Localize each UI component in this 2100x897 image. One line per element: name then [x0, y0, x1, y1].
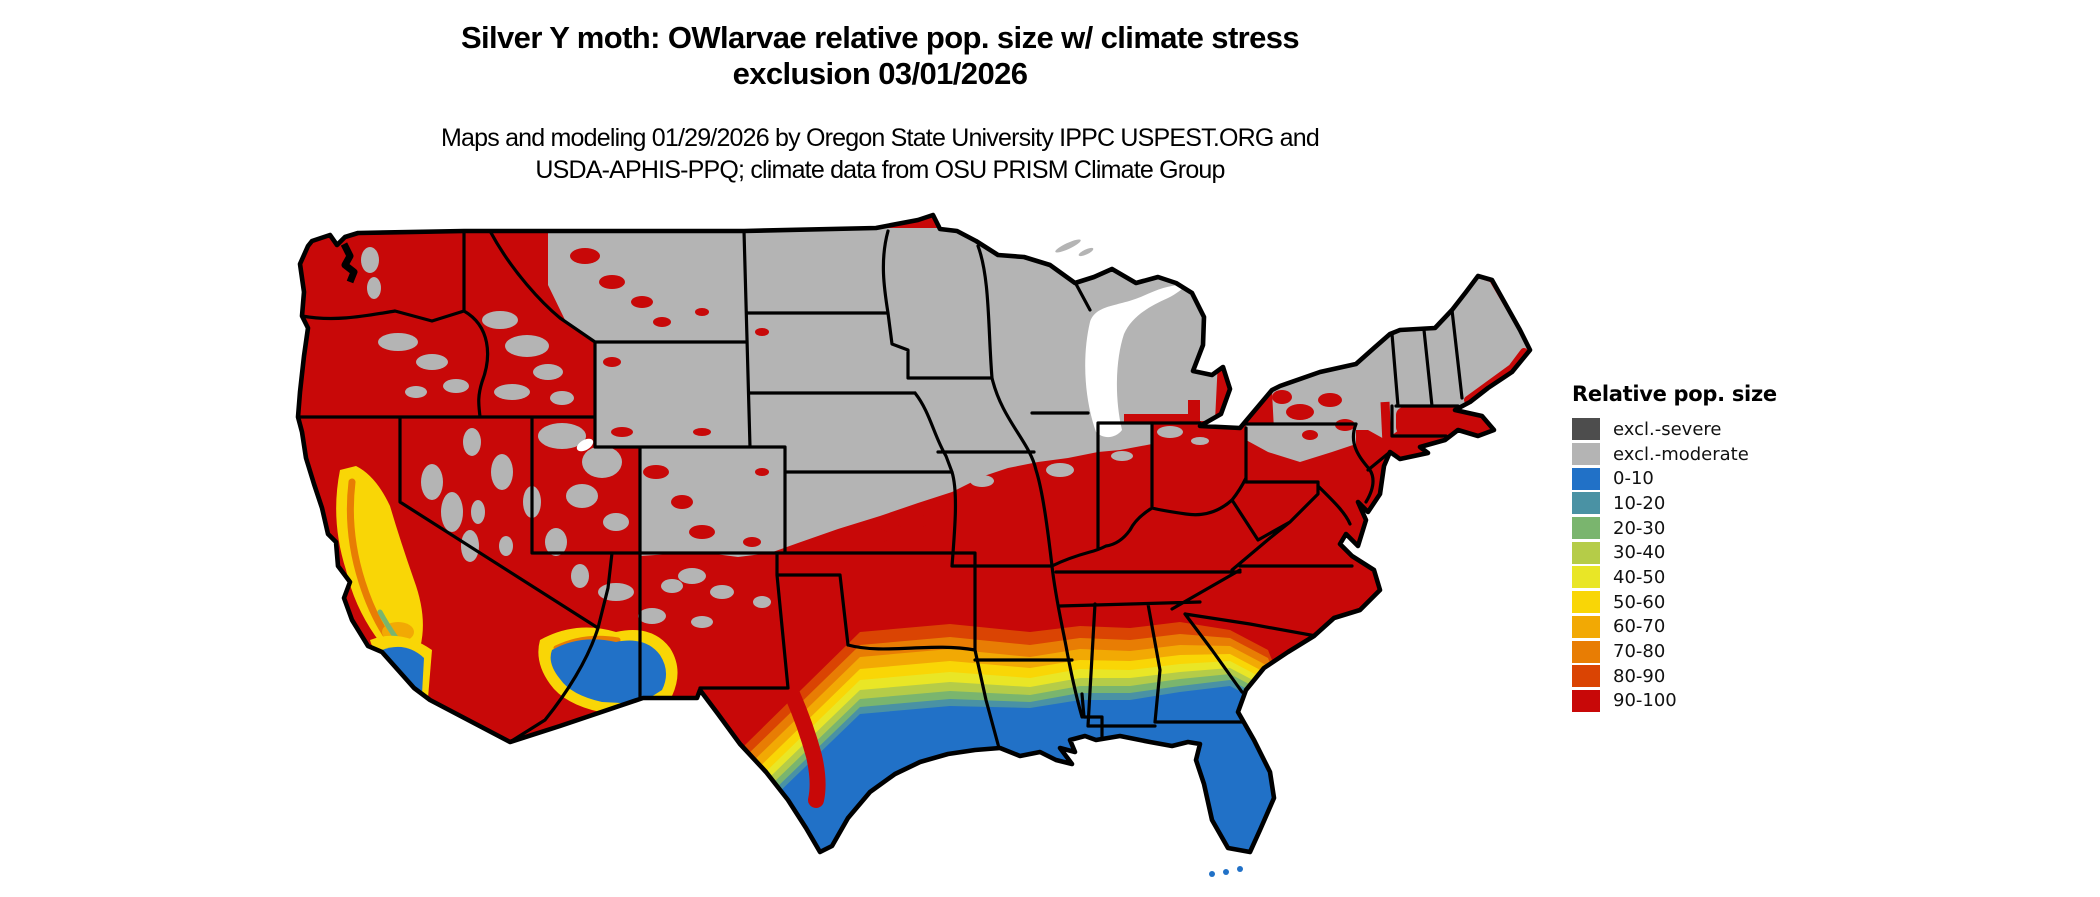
- legend: Relative pop. size excl.-severe excl.-mo…: [1572, 382, 1872, 713]
- us-outline: [295, 212, 1533, 855]
- subtitle-line1: Maps and modeling 01/29/2026 by Oregon S…: [441, 124, 1320, 152]
- legend-swatch: [1572, 640, 1600, 663]
- map-fill-layers: [298, 215, 1530, 852]
- legend-swatch: [1572, 689, 1600, 712]
- legend-item-60-70: 60-70: [1572, 615, 1872, 640]
- header: Silver Y moth: OWlarvae relative pop. si…: [180, 0, 1580, 186]
- legend-swatch: [1572, 443, 1600, 466]
- legend-swatch: [1572, 492, 1600, 515]
- legend-swatch: [1572, 418, 1600, 441]
- subtitle-line2: USDA-APHIS-PPQ; climate data from OSU PR…: [535, 156, 1225, 184]
- legend-swatch: [1572, 591, 1600, 614]
- legend-swatch: [1572, 467, 1600, 490]
- legend-item-30-40: 30-40: [1572, 540, 1872, 565]
- legend-item-10-20: 10-20: [1572, 491, 1872, 516]
- legend-item-excl-moderate: excl.-moderate: [1572, 442, 1872, 467]
- state-borders: [298, 229, 1464, 750]
- lake-islands: [1055, 239, 1094, 257]
- legend-item-70-80: 70-80: [1572, 639, 1872, 664]
- legend-item-50-60: 50-60: [1572, 590, 1872, 615]
- legend-item-0-10: 0-10: [1572, 466, 1872, 491]
- legend-item-80-90: 80-90: [1572, 664, 1872, 689]
- legend-item-20-30: 20-30: [1572, 516, 1872, 541]
- legend-swatch: [1572, 517, 1600, 540]
- legend-swatch: [1572, 541, 1600, 564]
- legend-item-40-50: 40-50: [1572, 565, 1872, 590]
- page-title-line1: Silver Y moth: OWlarvae relative pop. si…: [460, 20, 1300, 55]
- page-title-line2: exclusion 03/01/2026: [732, 56, 1028, 91]
- legend-item-excl-severe: excl.-severe: [1572, 417, 1872, 442]
- legend-swatch: [1572, 566, 1600, 589]
- legend-title: Relative pop. size: [1572, 382, 1777, 406]
- legend-item-90-100: 90-100: [1572, 689, 1872, 714]
- legend-swatch: [1572, 665, 1600, 688]
- florida-keys: [1209, 866, 1243, 877]
- legend-swatch: [1572, 615, 1600, 638]
